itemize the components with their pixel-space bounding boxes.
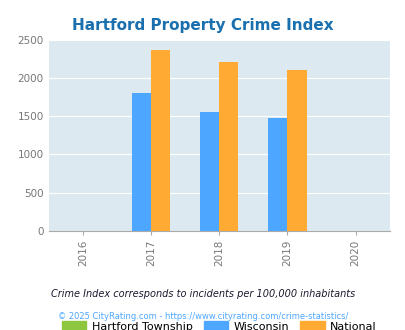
Bar xyxy=(287,70,306,231)
Bar xyxy=(268,118,287,231)
Text: Crime Index corresponds to incidents per 100,000 inhabitants: Crime Index corresponds to incidents per… xyxy=(51,289,354,299)
Bar xyxy=(219,62,238,231)
Text: Hartford Property Crime Index: Hartford Property Crime Index xyxy=(72,18,333,33)
Bar xyxy=(132,93,151,231)
Legend: Hartford Township, Wisconsin, National: Hartford Township, Wisconsin, National xyxy=(57,317,380,330)
Bar xyxy=(151,50,170,231)
Bar xyxy=(200,112,219,231)
Text: © 2025 CityRating.com - https://www.cityrating.com/crime-statistics/: © 2025 CityRating.com - https://www.city… xyxy=(58,312,347,321)
